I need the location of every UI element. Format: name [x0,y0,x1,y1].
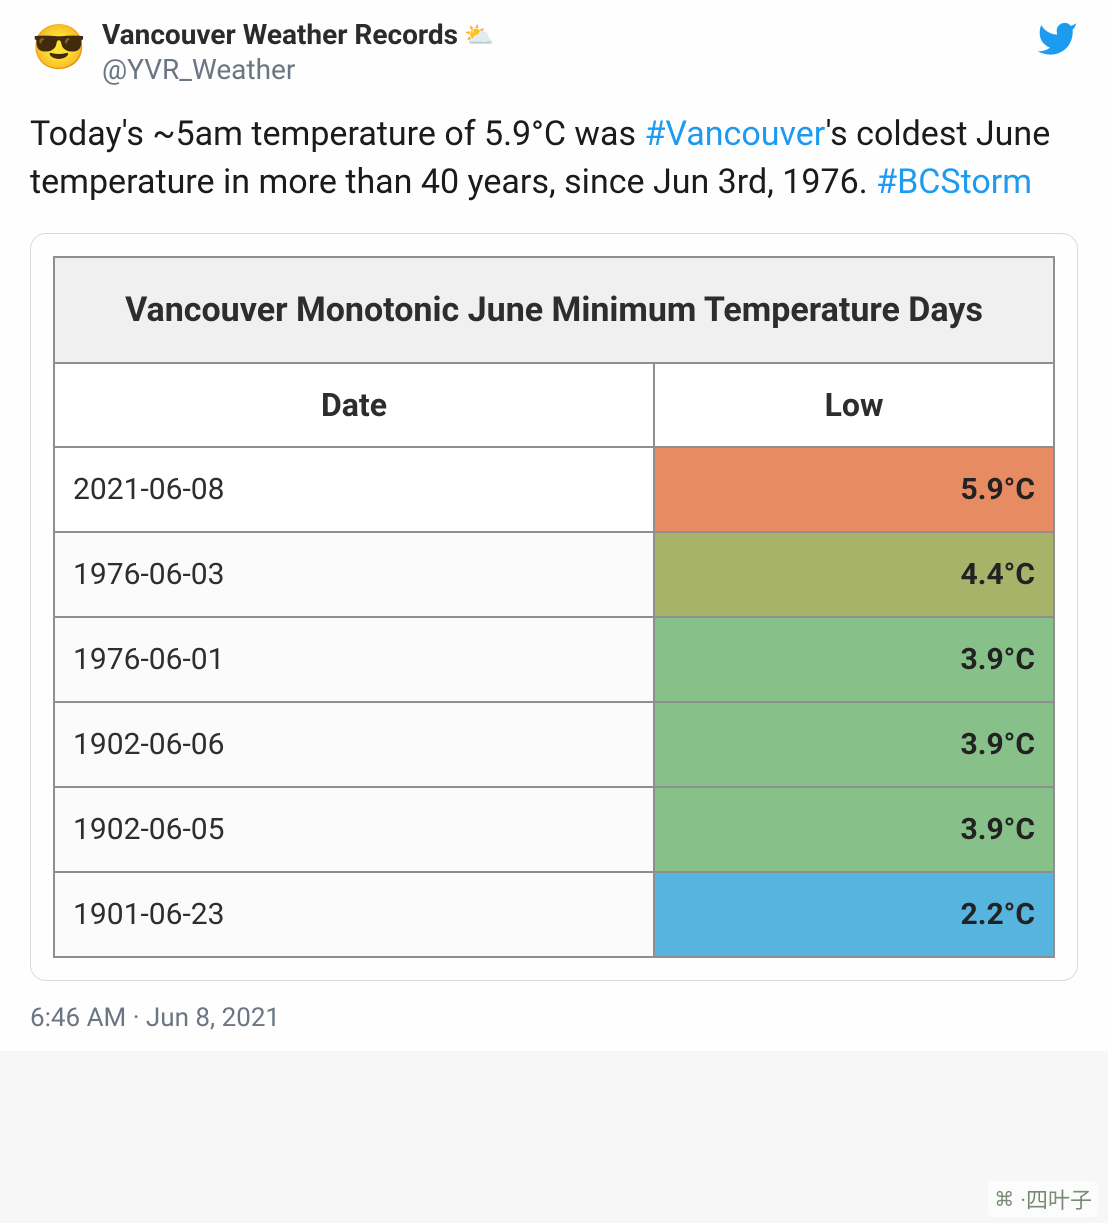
table-row: 1976-06-01 3.9°C [54,617,1054,702]
hashtag-vancouver[interactable]: #Vancouver [644,114,825,154]
table-header-row: Date Low [54,363,1054,447]
tweet-timestamp[interactable]: 6:46 AM · Jun 8, 2021 [30,1003,1078,1033]
table-row: 1902-06-05 3.9°C [54,787,1054,872]
low-cell: 5.9°C [654,447,1054,532]
command-icon: ⌘ [994,1187,1014,1211]
low-cell: 3.9°C [654,617,1054,702]
date-cell: 1902-06-05 [54,787,654,872]
tweet-container: 😎 Vancouver Weather Records ⛅ @YVR_Weath… [0,0,1108,1051]
table-row: 1901-06-23 2.2°C [54,872,1054,957]
watermark-text: ·四叶子 [1020,1183,1092,1215]
date-cell: 1976-06-03 [54,532,654,617]
table-title-row: Vancouver Monotonic June Minimum Tempera… [54,257,1054,364]
table-title: Vancouver Monotonic June Minimum Tempera… [54,257,1054,364]
temperature-table: Vancouver Monotonic June Minimum Tempera… [53,256,1055,959]
low-cell: 2.2°C [654,872,1054,957]
tweet-text: Today's ~5am temperature of 5.9°C was #V… [30,110,1078,207]
watermark: ⌘ ·四叶子 [988,1181,1098,1217]
tweet-header: 😎 Vancouver Weather Records ⛅ @YVR_Weath… [30,18,1078,86]
low-cell: 3.9°C [654,787,1054,872]
avatar[interactable]: 😎 [30,18,88,76]
tweet-text-part-1: Today's ~5am temperature of 5.9°C was [30,114,644,154]
date-cell: 2021-06-08 [54,447,654,532]
display-name-text: Vancouver Weather Records [102,18,458,51]
table-row: 1976-06-03 4.4°C [54,532,1054,617]
handle[interactable]: @YVR_Weather [102,53,1022,86]
table-row: 2021-06-08 5.9°C [54,447,1054,532]
user-block: Vancouver Weather Records ⛅ @YVR_Weather [102,18,1022,86]
display-name[interactable]: Vancouver Weather Records ⛅ [102,18,1022,51]
tweet-card: Vancouver Monotonic June Minimum Tempera… [30,233,1078,982]
table-row: 1902-06-06 3.9°C [54,702,1054,787]
weather-emoji-icon: ⛅ [464,21,494,49]
date-cell: 1902-06-06 [54,702,654,787]
low-cell: 4.4°C [654,532,1054,617]
date-cell: 1901-06-23 [54,872,654,957]
col-date-header: Date [54,363,654,447]
twitter-bird-icon[interactable] [1036,18,1078,70]
col-low-header: Low [654,363,1054,447]
hashtag-bcstorm[interactable]: #BCStorm [876,162,1032,202]
low-cell: 3.9°C [654,702,1054,787]
date-cell: 1976-06-01 [54,617,654,702]
